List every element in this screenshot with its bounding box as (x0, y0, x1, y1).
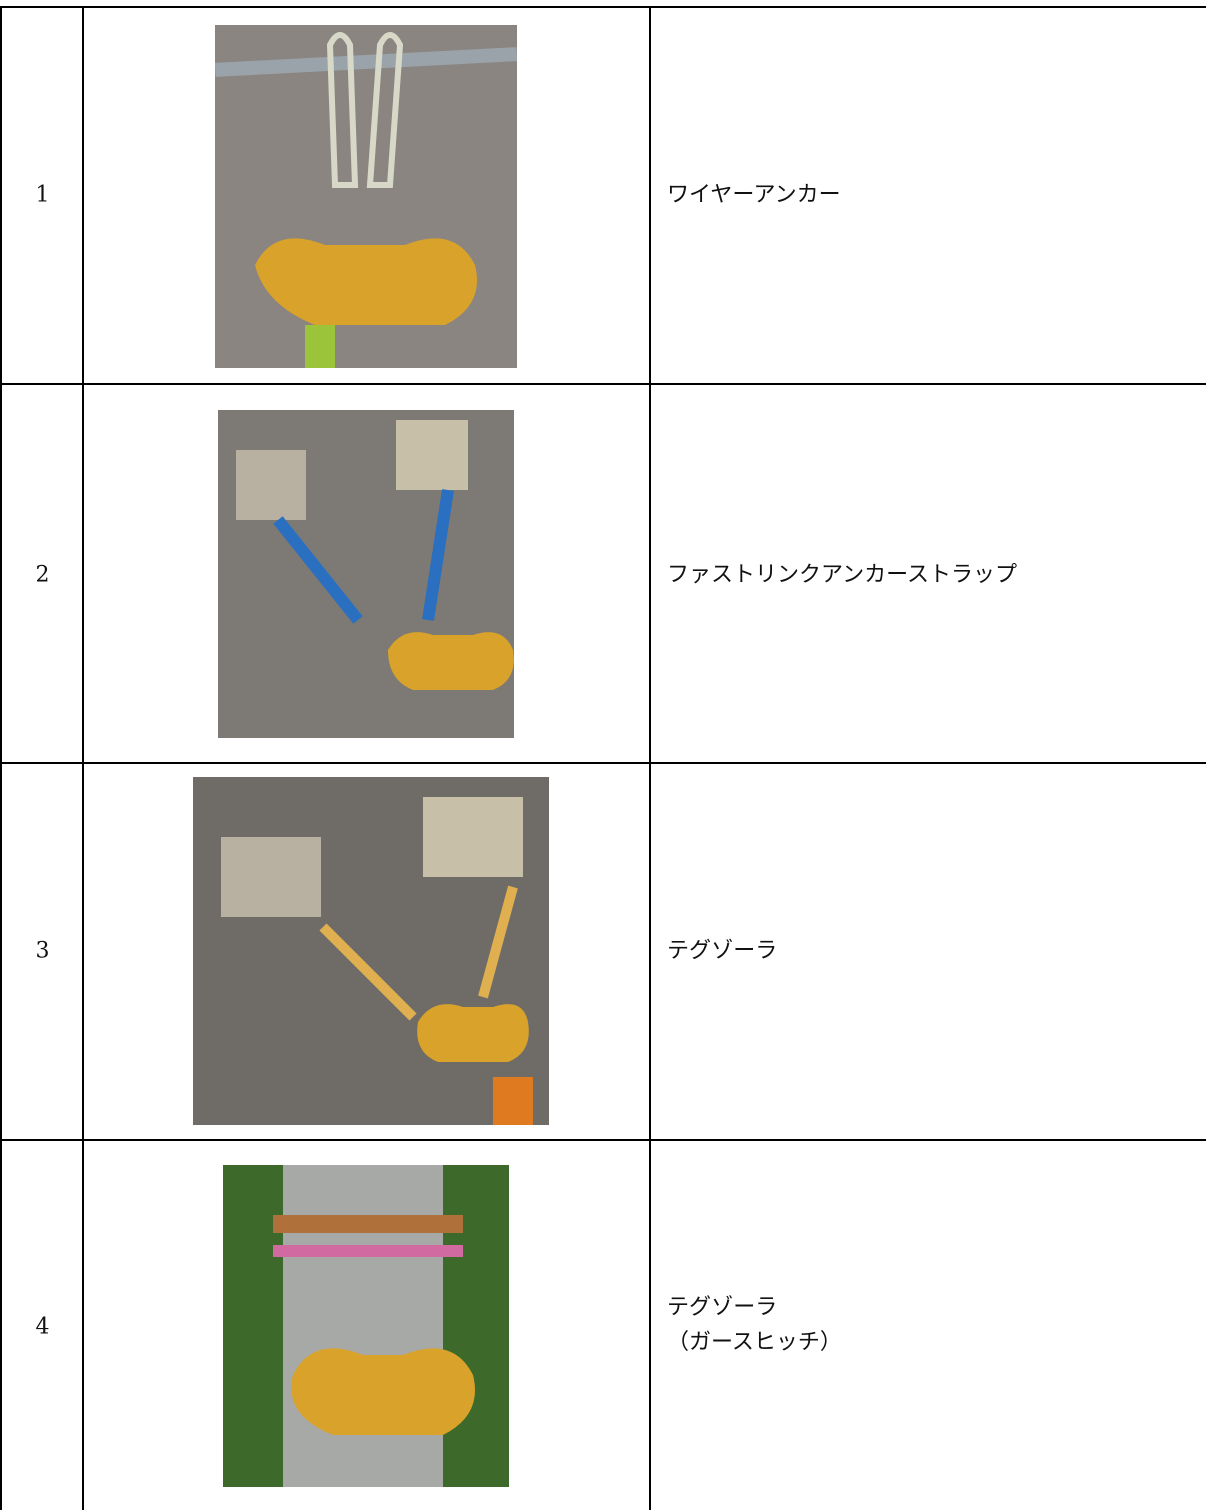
row-divider (0, 762, 1206, 764)
row-number: 3 (35, 938, 50, 964)
column-divider (82, 7, 84, 1510)
table-border (0, 7, 2, 1510)
item-label: ワイヤーアンカー (667, 178, 841, 213)
row-number: 4 (35, 1314, 50, 1340)
item-label: ファストリンクアンカーストラップ (667, 558, 1017, 593)
label-line: ファストリンクアンカーストラップ (667, 562, 1018, 588)
item-label: テグゾーラ （ガースヒッチ） (667, 1290, 842, 1360)
photo (215, 25, 517, 368)
label-line: テグゾーラ (667, 938, 778, 964)
row-divider (0, 383, 1206, 385)
column-divider (649, 7, 651, 1510)
row-divider (0, 1139, 1206, 1141)
row-number: 1 (35, 182, 50, 208)
photo (193, 777, 549, 1125)
label-line: テグゾーラ (667, 1295, 778, 1320)
label-line: （ガースヒッチ） (667, 1330, 842, 1355)
table-border (0, 6, 1206, 8)
photo (223, 1165, 509, 1487)
item-label: テグゾーラ (667, 934, 777, 969)
photo (218, 410, 514, 738)
row-number: 2 (35, 562, 50, 588)
label-line: ワイヤーアンカー (667, 182, 841, 208)
